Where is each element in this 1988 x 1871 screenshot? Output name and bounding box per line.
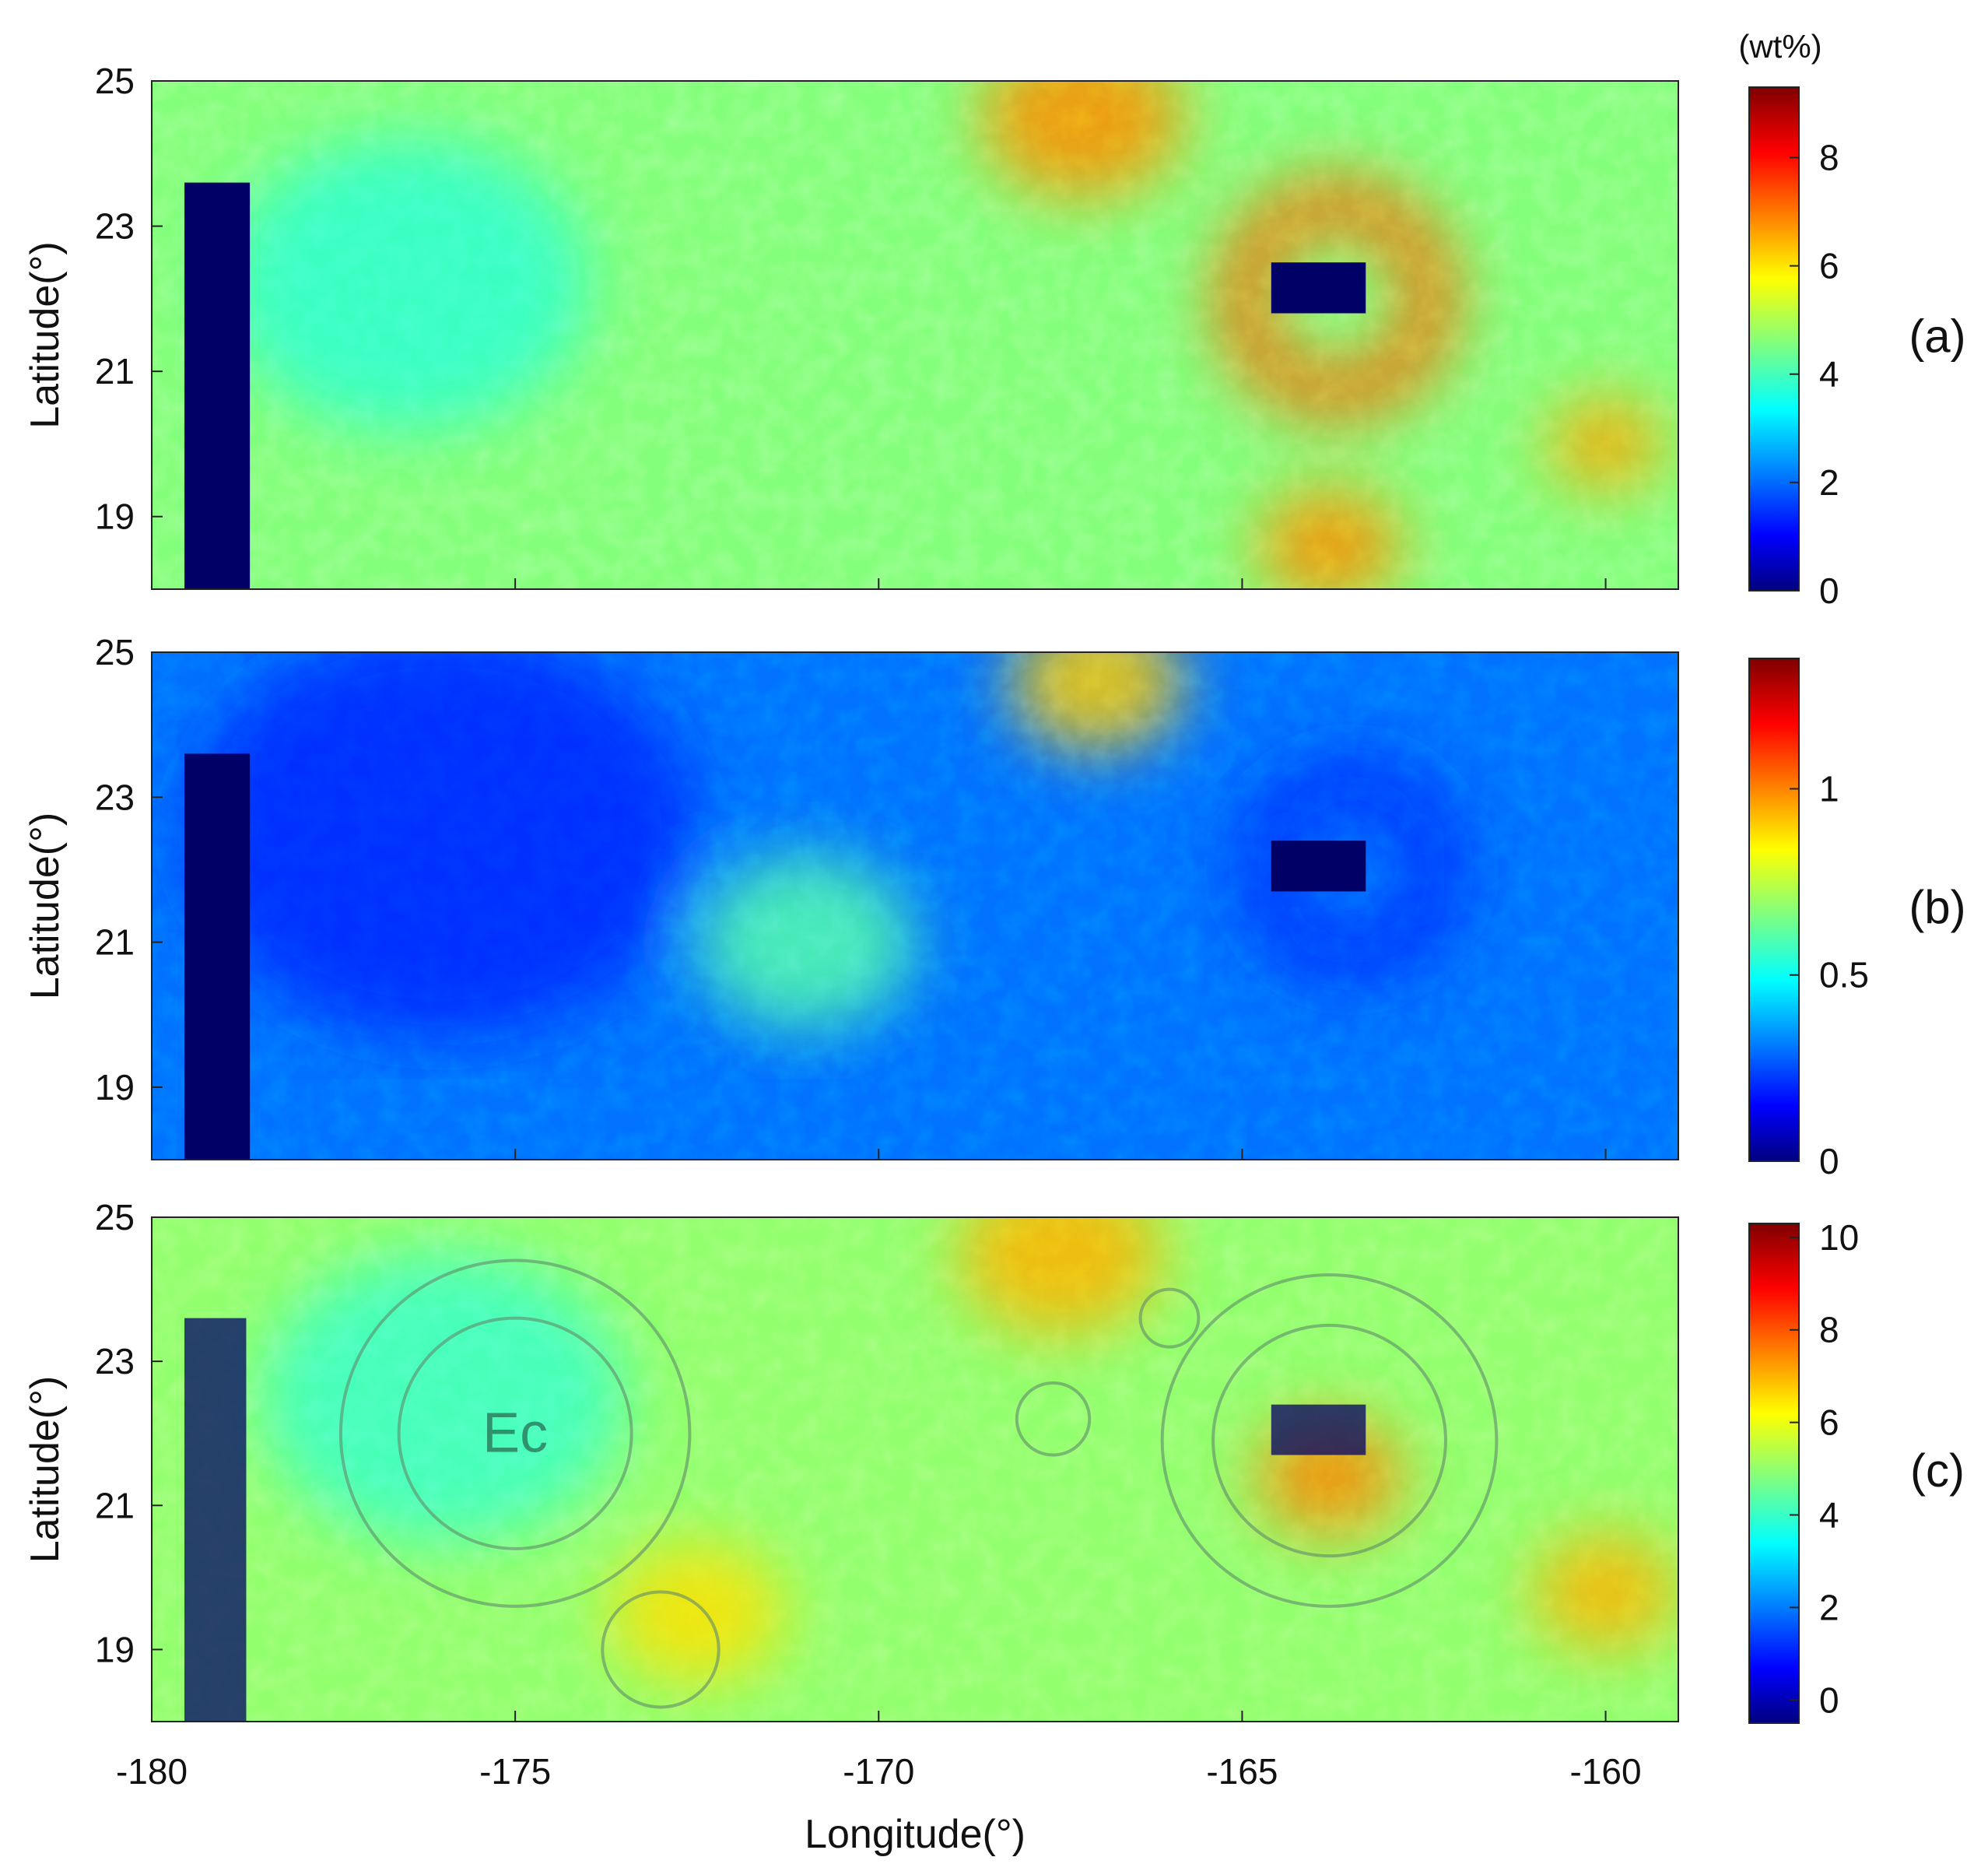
- x-axis-label: Longitude(°): [805, 1812, 1026, 1857]
- panel-tag-a: (a): [1909, 311, 1965, 363]
- plot-frame: [151, 80, 1679, 590]
- y-tick-label: 21: [95, 922, 135, 963]
- panel-a: 19 21 23 25 Latitude(°) 0 2 4 6 8 (wt%) (a): [23, 28, 1966, 611]
- no-data-region: [184, 1318, 247, 1722]
- y-tick-label: 19: [95, 1629, 135, 1669]
- surface-texture: [152, 1217, 1678, 1722]
- y-tick-label: 25: [95, 61, 135, 101]
- colorbar-unit: (wt%): [1738, 28, 1821, 65]
- no-data-region: [184, 753, 251, 1160]
- y-tick-label: 25: [95, 1197, 135, 1237]
- y-tick-label: 21: [95, 1485, 135, 1525]
- colorbar-tick-label: 0: [1819, 570, 1839, 611]
- colorbar-gradient: [1748, 658, 1800, 1162]
- colorbar-tick-label: 4: [1819, 1495, 1839, 1536]
- colorbar-tick-label: 0.5: [1819, 955, 1869, 995]
- colorbar-tick-label: 2: [1819, 462, 1839, 503]
- contour-ring: [338, 1258, 692, 1608]
- surface-texture: [152, 652, 1678, 1160]
- y-tick-label: 23: [95, 1341, 135, 1381]
- x-tick-label: -160: [1570, 1751, 1642, 1792]
- y-axis-label: Latitude(°): [23, 241, 68, 428]
- heatmap-b: [152, 652, 1678, 1160]
- plot-frame: [151, 1216, 1679, 1722]
- colorbar-tick-label: 8: [1819, 137, 1839, 177]
- heatmap-a: [152, 81, 1678, 589]
- no-data-region: [184, 182, 251, 589]
- contour-ring: [1015, 1381, 1092, 1457]
- contour-ring: [1160, 1273, 1499, 1608]
- colorbar-tick-label: 0: [1819, 1680, 1839, 1720]
- no-data-region: [1271, 841, 1366, 892]
- contour-ring: [1138, 1287, 1201, 1349]
- y-axis-label: Latitude(°): [23, 813, 68, 999]
- x-tick-label: -170: [843, 1751, 914, 1792]
- colorbar-tick-label: 8: [1819, 1310, 1839, 1350]
- y-tick-label: 19: [95, 497, 135, 537]
- colorbar-tick-label: 4: [1819, 354, 1839, 395]
- x-tick-label: -165: [1206, 1751, 1278, 1792]
- colorbar-tick-label: 1: [1819, 768, 1839, 809]
- contour-ring: [397, 1316, 633, 1550]
- y-tick-label: 25: [95, 632, 135, 672]
- no-data-region: [1271, 262, 1366, 314]
- colorbar-b: 00.51: [1748, 658, 1869, 1181]
- y-tick-label: 19: [95, 1067, 135, 1108]
- surface-texture: [152, 81, 1678, 589]
- colorbar-tick-label: 6: [1819, 1402, 1839, 1443]
- y-tick-label: 21: [95, 351, 135, 391]
- colorbar-gradient: [1748, 1223, 1800, 1724]
- x-axis: -180 -175 -170 -165 -160 Longitude(°): [116, 1751, 1642, 1857]
- y-axis-label: Latitude(°): [23, 1376, 68, 1563]
- contour-ring: [601, 1590, 721, 1709]
- x-tick-label: -175: [479, 1751, 551, 1792]
- colorbar-tick-label: 6: [1819, 246, 1839, 286]
- y-tick-label: 23: [95, 777, 135, 817]
- plot-frame: [151, 651, 1679, 1160]
- colorbar-c: 0 2 4 6 8 10: [1748, 1217, 1859, 1724]
- panels-layer: 19212325Latitude(°)02468(wt%)(a)19212325…: [23, 28, 1966, 1724]
- colorbar-a: 0 2 4 6 8 (wt%): [1738, 28, 1839, 611]
- heatmap-c: Ec: [152, 1217, 1678, 1722]
- colorbar-tick-label: 0: [1819, 1141, 1839, 1181]
- x-tick-label: -180: [116, 1751, 188, 1792]
- colorbar-gradient: [1748, 86, 1800, 591]
- no-data-region: [1271, 1404, 1366, 1455]
- y-tick-label: 23: [95, 206, 135, 247]
- geologic-contours: [338, 1258, 1499, 1709]
- contour-ring: [1211, 1323, 1448, 1558]
- panel-tag-c: (c): [1910, 1444, 1965, 1497]
- panel-c: Ec 19 21 23 25 Latitude(°) 0 2 4 6 8 10 (c): [23, 1197, 1965, 1724]
- panel-tag-b: (b): [1909, 881, 1965, 933]
- colorbar-tick-label: 2: [1819, 1587, 1839, 1627]
- map-label-ec: Ec: [482, 1402, 548, 1465]
- colorbar-tick-label: 10: [1819, 1217, 1859, 1258]
